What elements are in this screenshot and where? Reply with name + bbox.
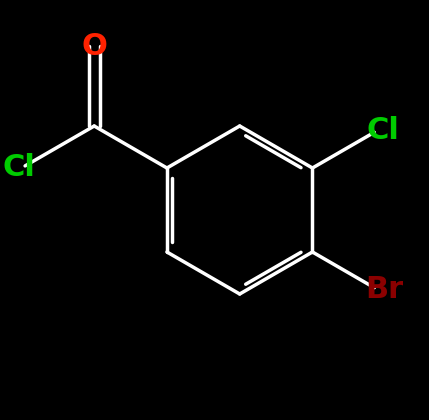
Text: Cl: Cl — [366, 116, 399, 145]
Text: Br: Br — [366, 275, 404, 304]
Text: Cl: Cl — [3, 153, 35, 183]
Text: O: O — [81, 32, 107, 61]
